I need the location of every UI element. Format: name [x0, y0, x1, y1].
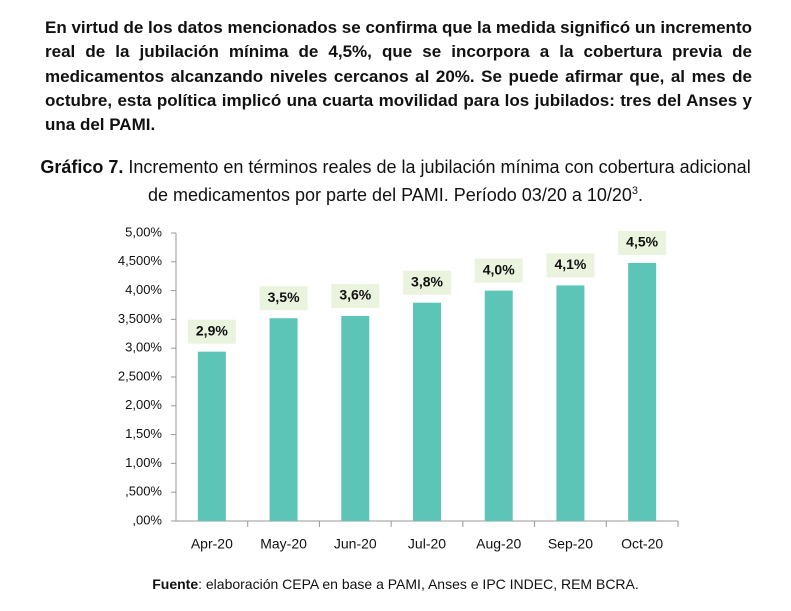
y-tick-label: 1,50%	[125, 426, 162, 441]
y-tick-label: 3,500%	[118, 311, 163, 326]
value-label: 2,9%	[196, 322, 228, 338]
value-label-box	[259, 286, 308, 311]
source-label: Fuente	[152, 576, 199, 592]
source: Fuente: elaboración CEPA en base a PAMI,…	[0, 576, 791, 592]
bar	[413, 302, 441, 521]
bar	[269, 318, 298, 521]
x-tick-label: May-20	[260, 536, 307, 552]
y-tick-label: 3,00%	[125, 340, 162, 355]
value-label: 3,8%	[411, 273, 443, 289]
y-tick-label: ,00%	[132, 512, 162, 527]
footnote-ref: 3	[631, 185, 639, 197]
chart: ,00% ,500% 1,00% 1,50% 2,00% 2,500% 3,00% 3,500…	[118, 224, 679, 552]
bar	[197, 351, 226, 521]
value-label: 4,0%	[483, 261, 515, 277]
y-tick-label: 1,00%	[125, 455, 162, 470]
caption: Gráfico 7. Incremento en términos reales…	[30, 155, 761, 207]
y-tick-label: ,500%	[125, 484, 162, 499]
bar	[484, 290, 513, 521]
value-label: 3,6%	[339, 287, 371, 303]
value-label: 4,5%	[626, 234, 658, 250]
value-label-box	[403, 270, 451, 295]
caption-end: .	[638, 185, 644, 205]
x-tick-label: Jul-20	[408, 536, 446, 552]
source-text: : elaboración CEPA en base a PAMI, Anses…	[198, 576, 639, 592]
y-tick-label: 2,00%	[125, 397, 162, 412]
y-tick-label: 4,00%	[125, 282, 162, 297]
x-tick-label: Jun-20	[334, 536, 377, 552]
bar	[628, 262, 657, 521]
x-tick-label: Aug-20	[476, 536, 521, 552]
value-label-box	[187, 319, 236, 344]
value-label-box	[618, 230, 667, 255]
x-tick-label: Apr-20	[191, 536, 233, 552]
caption-text: Incremento en términos reales de la jubi…	[128, 157, 751, 205]
caption-label: Gráfico 7.	[40, 157, 124, 177]
bar	[341, 315, 370, 521]
paragraph: En virtud de los datos mencionados se co…	[45, 18, 752, 135]
x-tick-label: Sep-20	[548, 536, 593, 552]
y-tick-label: 2,500%	[118, 368, 163, 383]
value-label: 3,5%	[268, 289, 300, 305]
value-label-box	[474, 258, 523, 283]
bar	[556, 285, 585, 521]
value-label-box	[331, 283, 380, 308]
y-tick-label: 5,00%	[125, 224, 162, 239]
value-label-box	[546, 253, 595, 278]
value-label: 4,1%	[554, 256, 586, 272]
y-tick-label: 4,500%	[118, 253, 163, 268]
x-tick-label: Oct-20	[621, 536, 663, 552]
